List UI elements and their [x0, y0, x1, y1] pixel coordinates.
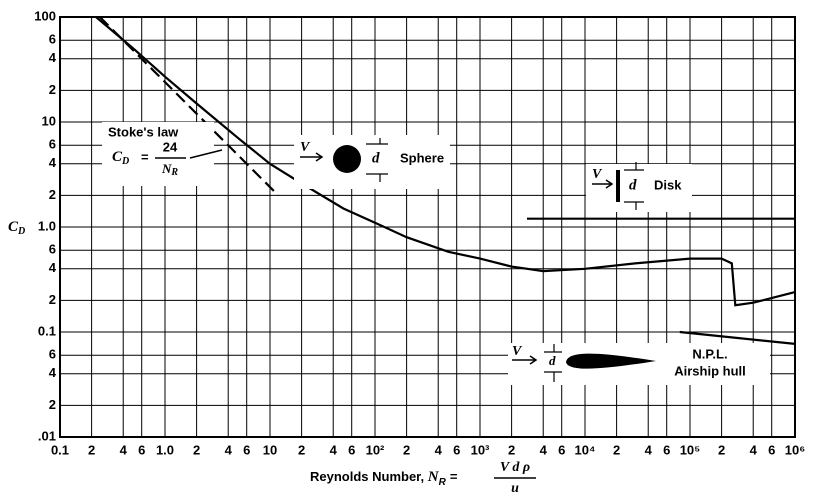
- x-label-text: Reynolds Number,: [310, 469, 428, 484]
- stokes-n: N: [161, 161, 172, 176]
- x-tick-label: 10⁶: [785, 442, 805, 457]
- sphere-d: d: [372, 150, 380, 166]
- airship-arrow: [512, 355, 538, 365]
- stokes-c: C: [112, 149, 123, 165]
- x-tick-label: 6: [663, 442, 670, 457]
- disk-v: V: [592, 167, 603, 182]
- airship-v: V: [512, 344, 523, 359]
- x-tick-label: 4: [540, 442, 548, 457]
- y-tick-label: 2: [49, 187, 56, 202]
- y-tick-label: 4: [49, 155, 57, 170]
- airship-label-2: Airship hull: [674, 363, 746, 378]
- stokes-arrow: [189, 149, 223, 159]
- sphere-v: V: [300, 140, 311, 155]
- stokes-eq: =: [141, 149, 149, 164]
- stokes-den-sub: R: [170, 167, 178, 178]
- x-tick-label: 2: [88, 442, 95, 457]
- x-tick-label: 6: [348, 442, 355, 457]
- sphere-dimension: [366, 138, 388, 182]
- sphere-label: Sphere: [400, 150, 444, 165]
- x-tick-label: 4: [120, 442, 128, 457]
- x-tick-label: 2: [193, 442, 200, 457]
- x-tick-label: 10³: [471, 442, 490, 457]
- y-tick-label: 6: [49, 137, 56, 152]
- x-tick-label: 2: [298, 442, 305, 457]
- disk-d: d: [629, 177, 637, 193]
- curve: [99, 16, 280, 197]
- stokes-den: NR: [161, 161, 178, 178]
- x-label-den: u: [511, 481, 519, 496]
- x-tick-label: 6: [768, 442, 775, 457]
- x-tick-label: 10⁴: [575, 442, 596, 457]
- y-tick-label: 1.0: [38, 218, 56, 233]
- y-tick-label: 6: [49, 347, 56, 362]
- x-tick-label: 2: [718, 442, 725, 457]
- sphere-arrow: [300, 152, 324, 162]
- curve: [679, 330, 796, 345]
- x-tick-label: 6: [243, 442, 250, 457]
- y-tick-label: 4: [49, 260, 57, 275]
- y-tick-label: 100: [34, 8, 56, 23]
- x-tick-label: 10⁵: [680, 442, 701, 457]
- y-tick-label: 6: [49, 32, 56, 47]
- stokes-symbol: CD: [112, 149, 129, 167]
- y-label-sub: D: [17, 226, 25, 237]
- curves: [95, 16, 796, 345]
- airship-icon: [566, 353, 656, 369]
- disk-box: [586, 164, 692, 212]
- stokes-title: Stoke's law: [108, 124, 179, 139]
- x-tick-label: 6: [558, 442, 565, 457]
- plot-frame: [59, 16, 796, 438]
- y-tick-label: 0.1: [38, 323, 56, 338]
- x-tick-label: 4: [645, 442, 653, 457]
- x-tick-label: 10²: [366, 442, 385, 457]
- y-tick-label: 4: [49, 50, 57, 65]
- disk-dimension: [624, 162, 644, 210]
- x-tick-label: 6: [138, 442, 145, 457]
- y-axis-label: CD: [8, 219, 25, 237]
- stokes-box: [102, 122, 214, 186]
- y-tick-label: .01: [38, 428, 56, 443]
- airship-d: d: [549, 353, 556, 368]
- y-tick-label: 6: [49, 242, 56, 257]
- x-tick-label: 0.1: [51, 442, 69, 457]
- airship-label-1: N.P.L.: [692, 346, 727, 361]
- disk-arrow: [592, 179, 614, 189]
- x-label-sub: R: [439, 477, 447, 488]
- x-tick-label: 4: [225, 442, 233, 457]
- y-tick-label: 2: [49, 82, 56, 97]
- stokes-sub: D: [121, 156, 129, 167]
- y-tick-label: 2: [49, 292, 56, 307]
- stokes-num: 24: [163, 139, 178, 154]
- airship-dimension: [544, 344, 562, 382]
- x-tick-label: 1.0: [156, 442, 174, 457]
- y-tick-label: 10: [42, 113, 56, 128]
- x-tick-label: 2: [508, 442, 515, 457]
- x-tick-label: 2: [613, 442, 620, 457]
- y-tick-label: 4: [49, 365, 57, 380]
- x-label-eq: =: [450, 469, 458, 484]
- y-label-symbol: C: [8, 219, 19, 235]
- x-tick-label: 4: [435, 442, 443, 457]
- sphere-icon: [333, 145, 361, 173]
- curve: [95, 16, 796, 307]
- x-axis-label: Reynolds Number, NR =: [310, 469, 458, 487]
- x-label-symbol: N: [427, 469, 440, 485]
- x-tick-label: 10: [263, 442, 277, 457]
- x-tick-label: 2: [403, 442, 410, 457]
- x-tick-label: 4: [330, 442, 338, 457]
- x-tick-label: 6: [453, 442, 460, 457]
- airship-box: [508, 343, 770, 385]
- y-tick-label: 2: [49, 397, 56, 412]
- disk-label: Disk: [654, 177, 682, 192]
- x-label-num: V d ρ: [500, 460, 530, 475]
- x-tick-label: 4: [750, 442, 758, 457]
